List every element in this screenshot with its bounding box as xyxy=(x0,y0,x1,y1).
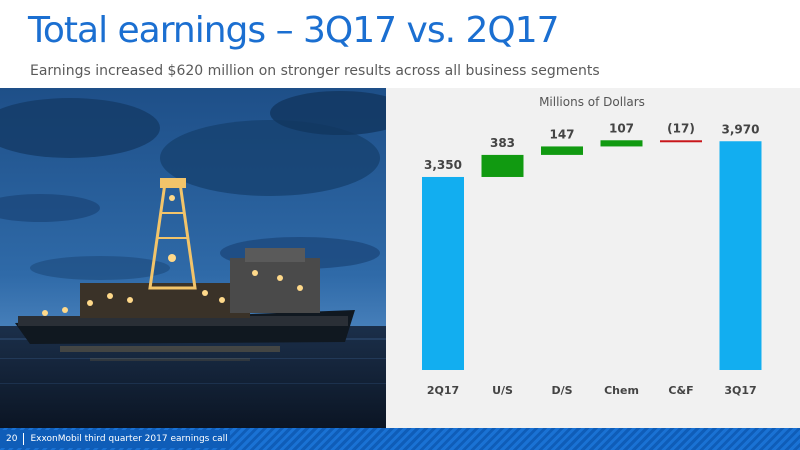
value-label: (17) xyxy=(667,121,695,135)
bar-d-s xyxy=(541,146,583,155)
drillship-photo xyxy=(0,88,386,428)
category-label: 2Q17 xyxy=(427,384,459,397)
value-label: 3,350 xyxy=(424,158,462,172)
bar-chem xyxy=(600,140,643,147)
value-label: 147 xyxy=(549,127,574,141)
slide-subtitle: Earnings increased $620 million on stron… xyxy=(30,63,600,79)
bar-2q17 xyxy=(422,176,464,370)
category-label: D/S xyxy=(551,384,572,397)
footer-text: ExxonMobil third quarter 2017 earnings c… xyxy=(30,434,228,444)
value-label: 383 xyxy=(490,136,515,150)
slide-title: Total earnings – 3Q17 vs. 2Q17 xyxy=(28,10,560,51)
value-label: 3,970 xyxy=(722,122,760,136)
waterfall-chart: Millions of Dollars 3,350 2Q17 383 U/S 147 D/… xyxy=(422,95,762,397)
category-label: C&F xyxy=(668,384,693,397)
bar-3q17 xyxy=(719,141,762,370)
value-label: 107 xyxy=(609,121,634,135)
page-number: 20 xyxy=(0,433,25,445)
chart-panel: Millions of Dollars 3,350 2Q17 383 U/S 147 D/… xyxy=(386,88,800,428)
chart-title: Millions of Dollars xyxy=(539,95,645,109)
category-label: 3Q17 xyxy=(724,384,756,397)
category-label: Chem xyxy=(604,384,639,397)
bar-c-f xyxy=(660,140,702,143)
bar-u-s xyxy=(481,154,524,177)
category-label: U/S xyxy=(492,384,513,397)
footer-bar: 20 ExxonMobil third quarter 2017 earning… xyxy=(0,430,230,448)
